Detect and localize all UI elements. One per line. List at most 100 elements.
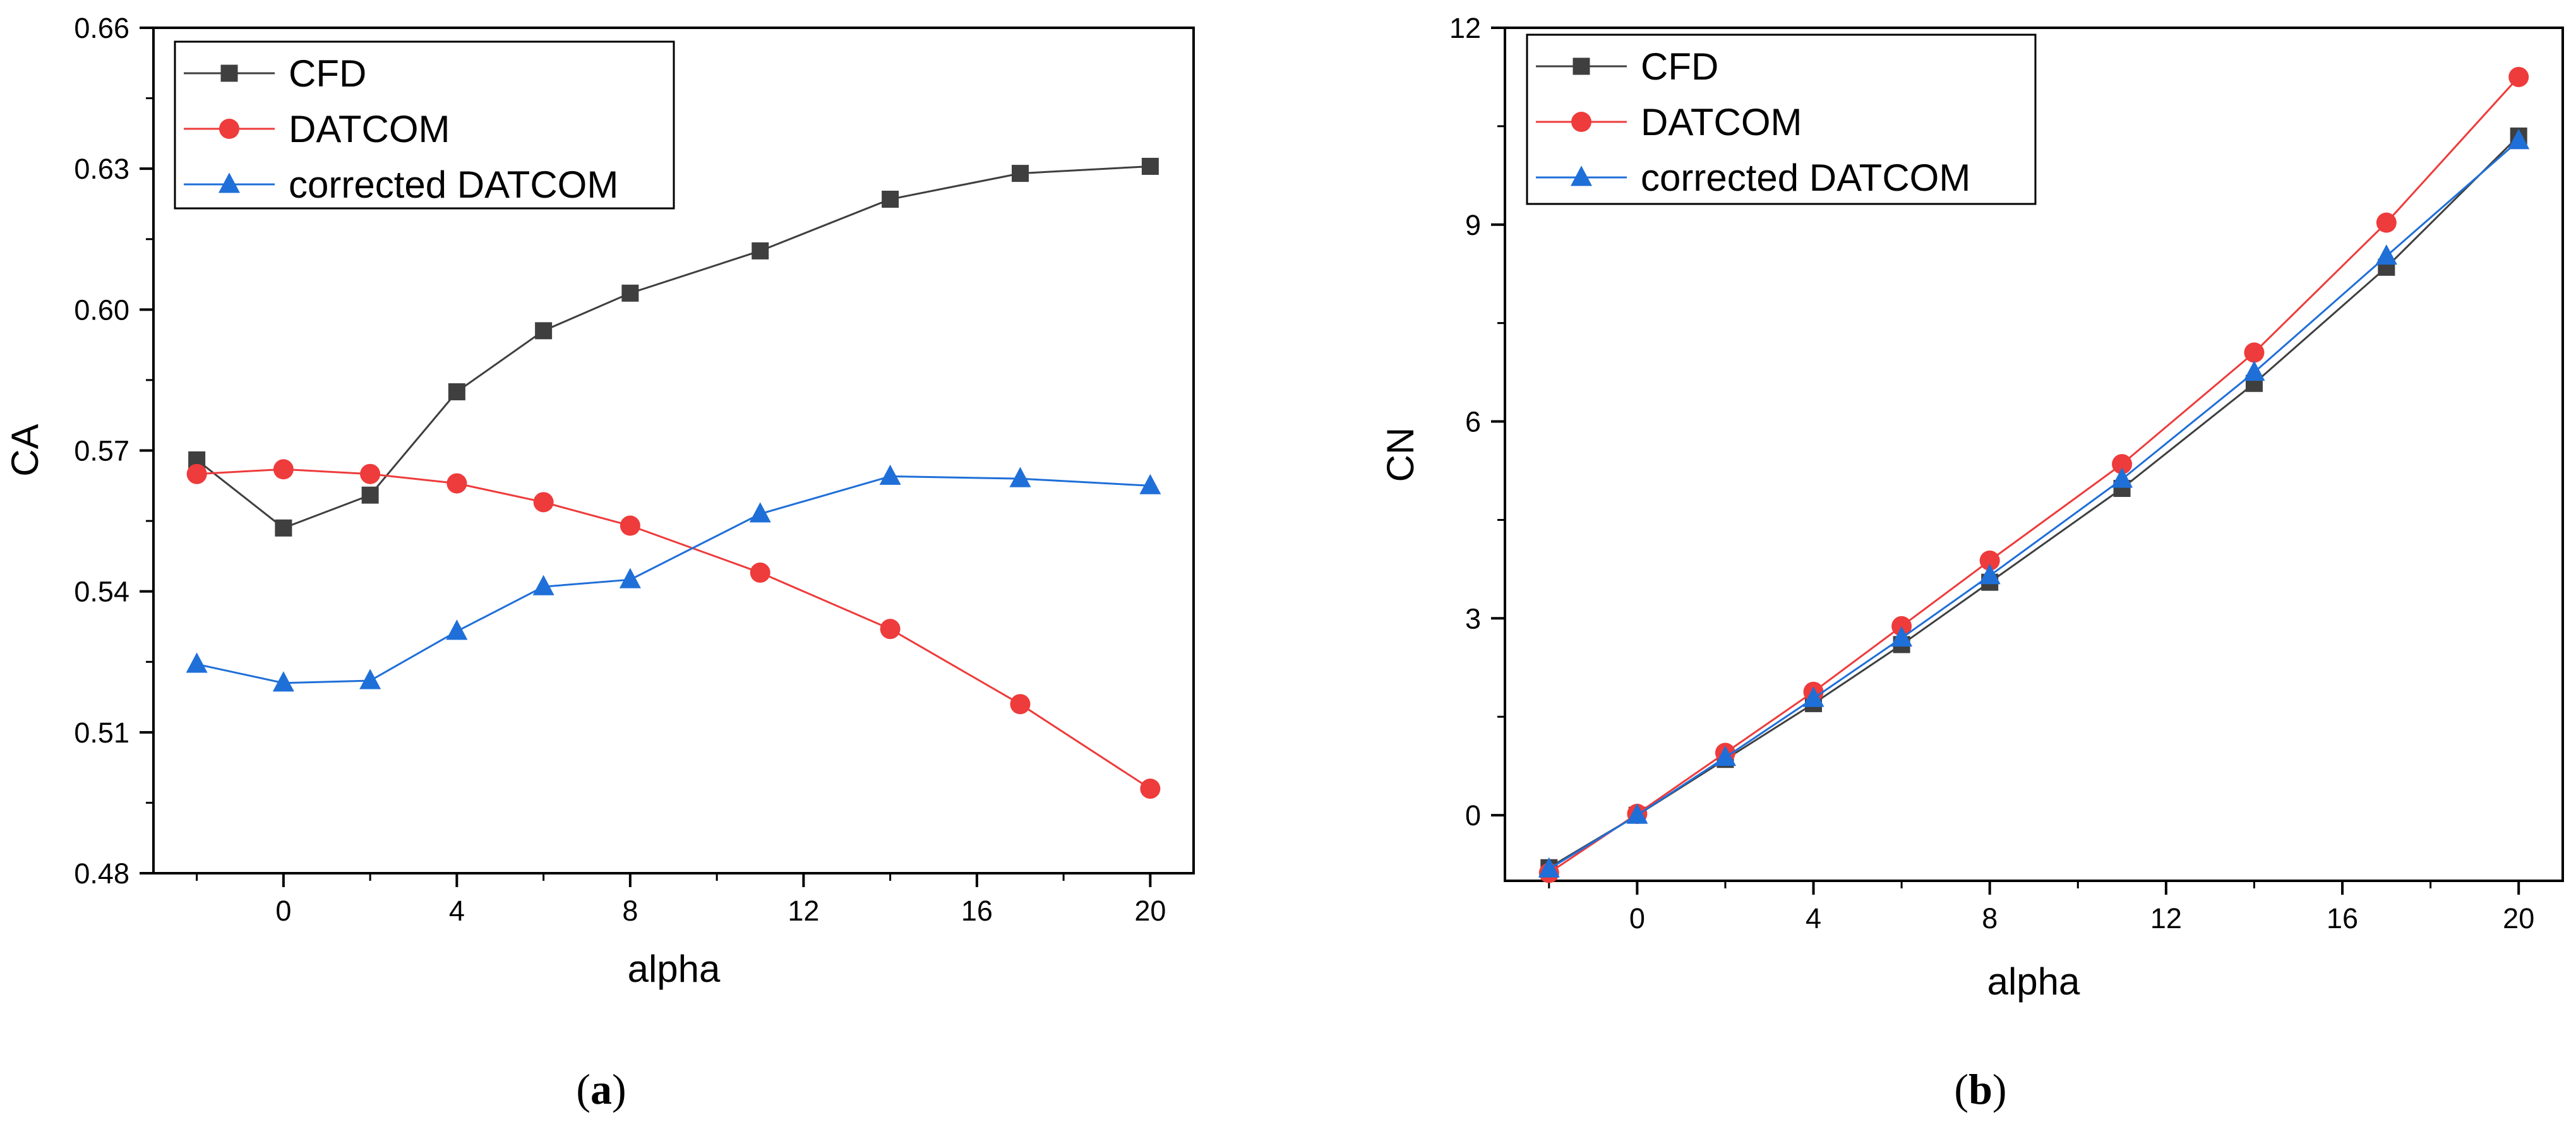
y-axis-title: CA <box>4 424 46 476</box>
caption-close-paren: ) <box>1992 1065 2007 1113</box>
x-tick-label: 12 <box>2150 902 2182 934</box>
data-point-triangle <box>2375 244 2397 265</box>
series-line <box>1549 135 2520 869</box>
legend-label: DATCOM <box>1641 101 1802 143</box>
data-point-square <box>1141 157 1159 175</box>
data-point-square <box>1012 165 1029 182</box>
y-tick-label: 0.48 <box>74 857 129 890</box>
x-tick-label: 4 <box>1806 902 1821 934</box>
series-line <box>196 475 1151 684</box>
data-point-triangle <box>1979 564 2001 585</box>
x-axis-title: alpha <box>1987 960 2080 1003</box>
y-tick-label: 6 <box>1465 406 1481 438</box>
legend-label: corrected DATCOM <box>289 164 618 206</box>
legend-box <box>174 40 675 210</box>
data-point-circle <box>620 515 640 536</box>
data-point-circle <box>446 473 467 494</box>
data-point-triangle <box>1714 746 1736 767</box>
data-point-circle <box>880 619 901 640</box>
y-tick-label: 0.63 <box>74 153 129 185</box>
y-axis-title: CN <box>1379 427 1422 482</box>
data-point-triangle <box>1626 803 1648 824</box>
caption-open-paren: ( <box>576 1065 590 1113</box>
caption-letter: b <box>1968 1065 1992 1113</box>
series-line <box>1548 76 2520 874</box>
data-point-triangle <box>186 652 208 673</box>
data-point-triangle <box>1802 686 1824 707</box>
data-point-triangle <box>2111 467 2133 488</box>
data-point-triangle <box>2508 129 2530 150</box>
data-point-square <box>361 486 379 504</box>
data-point-circle <box>2244 342 2265 363</box>
y-tick-label: 0.54 <box>74 576 129 608</box>
data-point-triangle <box>749 502 771 523</box>
data-point-triangle <box>1891 626 1913 647</box>
data-point-circle <box>360 463 381 484</box>
x-axis-title: alpha <box>628 948 721 990</box>
x-tick-label: 20 <box>2503 902 2534 934</box>
legend-marker-triangle <box>219 172 240 193</box>
data-point-triangle <box>2243 360 2265 381</box>
data-point-square <box>621 284 639 302</box>
x-tick-label: 16 <box>2327 902 2358 934</box>
data-point-triangle <box>1009 467 1031 487</box>
data-point-triangle <box>619 568 641 588</box>
x-tick-label: 0 <box>275 895 291 927</box>
legend: CFD DATCOM corrected DATCOM <box>1526 33 2037 205</box>
data-point-circle <box>1140 779 1161 799</box>
y-tick-label: 9 <box>1465 209 1481 241</box>
x-tick-label: 8 <box>622 895 638 927</box>
data-point-circle <box>1891 616 1912 636</box>
data-point-circle <box>273 459 294 480</box>
data-point-triangle <box>446 619 468 640</box>
y-tick-label: 0 <box>1465 799 1481 832</box>
data-point-circle <box>2376 212 2397 233</box>
panel-caption: (b) <box>1954 1065 2006 1113</box>
y-tick-label: 3 <box>1465 602 1481 635</box>
caption-open-paren: ( <box>1954 1065 1968 1113</box>
x-tick-label: 8 <box>1982 902 1998 934</box>
y-tick-label: 0.51 <box>74 717 129 749</box>
data-point-circle <box>2112 454 2133 475</box>
series-cfd <box>1540 127 2527 876</box>
data-point-triangle <box>1538 857 1560 878</box>
data-point-triangle <box>272 671 294 692</box>
y-tick-label: 0.60 <box>74 294 129 326</box>
legend-marker-circle <box>1571 112 1591 132</box>
data-point-circle <box>186 463 207 484</box>
data-point-square <box>882 191 899 208</box>
legend-marker-circle <box>219 119 239 139</box>
legend-label: CFD <box>289 52 366 95</box>
legend-marker-triangle <box>1571 165 1592 186</box>
caption-letter: a <box>590 1065 612 1113</box>
panel-caption: (a) <box>576 1065 626 1113</box>
data-point-triangle <box>879 464 901 485</box>
data-point-square <box>752 242 769 260</box>
data-point-triangle <box>1139 474 1161 494</box>
legend-label: corrected DATCOM <box>1641 157 1970 199</box>
y-tick-label: 12 <box>1449 12 1481 44</box>
legend-marker-square <box>1573 57 1590 75</box>
series-line <box>196 468 1151 790</box>
data-point-square <box>275 519 292 537</box>
chart-panel-a: 0 4 8 12 16 20 0.48 0.51 0.54 0.57 0.60 0.63 0.66 alp… <box>4 12 1195 1113</box>
series-corrected-datcom <box>186 464 1161 692</box>
series-datcom <box>186 459 1161 799</box>
legend-label: DATCOM <box>289 108 450 150</box>
data-point-circle <box>1979 550 2000 571</box>
x-tick-label: 4 <box>449 895 465 927</box>
y-tick-label: 0.66 <box>74 12 129 44</box>
data-point-circle <box>2508 66 2529 87</box>
x-tick-label: 0 <box>1629 902 1645 934</box>
series-line <box>1549 140 2520 870</box>
series-line <box>196 165 1151 529</box>
data-point-square <box>535 322 553 340</box>
data-point-circle <box>1010 694 1031 715</box>
legend-box <box>1526 33 2037 205</box>
legend-marker-square <box>220 64 238 82</box>
plot-frame <box>1504 27 2564 882</box>
x-tick-label: 12 <box>788 895 819 927</box>
data-point-triangle <box>359 669 381 689</box>
caption-close-paren: ) <box>612 1065 626 1113</box>
